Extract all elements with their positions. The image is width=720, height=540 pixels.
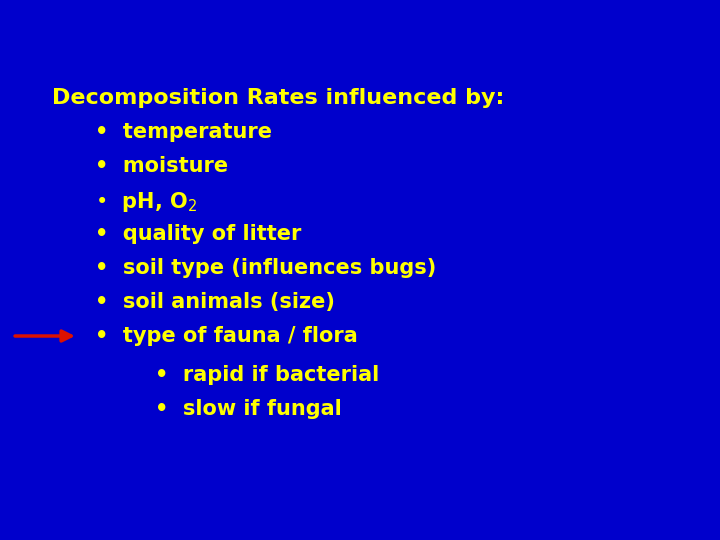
Text: Decomposition Rates influenced by:: Decomposition Rates influenced by: (52, 88, 505, 108)
Text: •  rapid if bacterial: • rapid if bacterial (155, 365, 379, 385)
Text: •  temperature: • temperature (95, 122, 272, 142)
Text: •  moisture: • moisture (95, 156, 228, 176)
Text: •  pH, O$_2$: • pH, O$_2$ (95, 190, 197, 214)
Text: •  type of fauna / flora: • type of fauna / flora (95, 326, 358, 346)
Text: •  quality of litter: • quality of litter (95, 224, 302, 244)
Text: •  soil animals (size): • soil animals (size) (95, 292, 335, 312)
Text: •  soil type (influences bugs): • soil type (influences bugs) (95, 258, 436, 278)
Text: •  slow if fungal: • slow if fungal (155, 399, 342, 419)
